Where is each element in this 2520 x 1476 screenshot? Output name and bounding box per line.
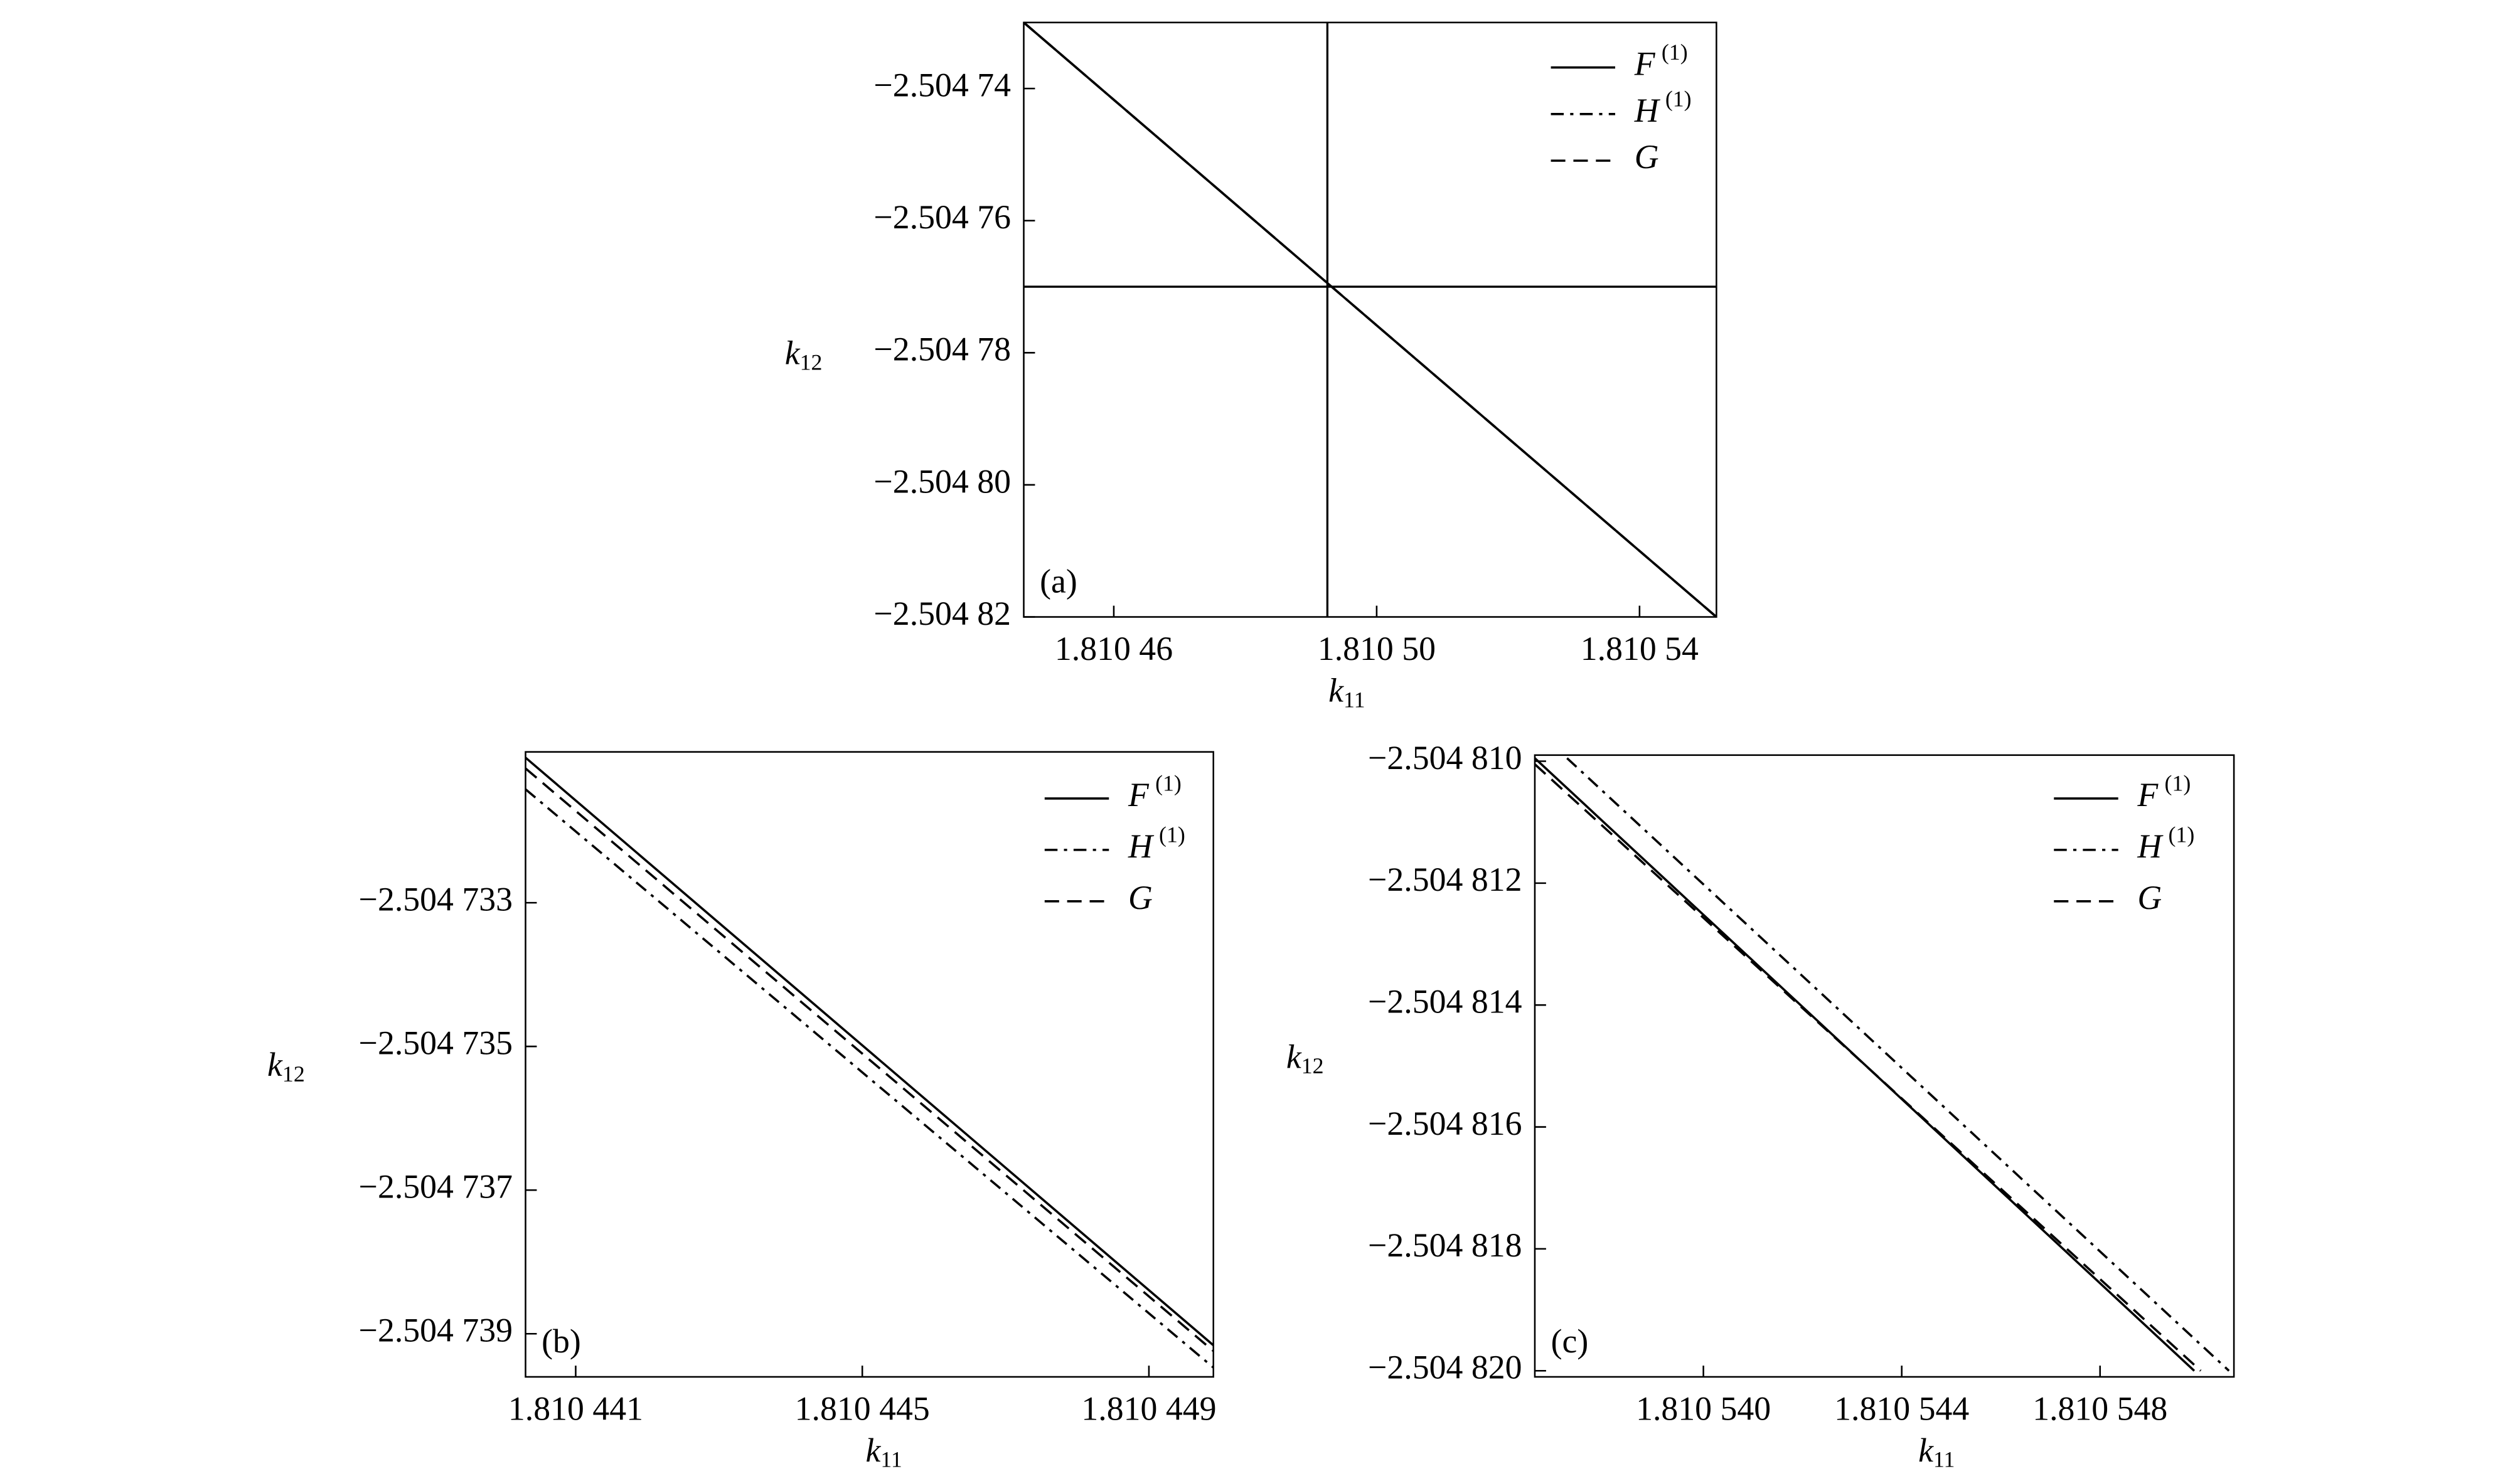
y-tick-label: −2.504 737: [359, 1168, 513, 1206]
y-tick-label: −2.504 80: [873, 462, 1011, 500]
y-axis-label: k12: [267, 1046, 305, 1087]
x-axis-label-sub: 11: [880, 1447, 902, 1472]
y-axis-label-base: k: [267, 1046, 283, 1084]
x-axis-label: k11: [865, 1431, 902, 1472]
legend-sup: (1): [1155, 771, 1182, 796]
x-axis-label-base: k: [1918, 1431, 1934, 1469]
y-tick-label: −2.504 818: [1368, 1226, 1522, 1264]
x-axis-label-base: k: [1328, 672, 1344, 709]
series-line: [1023, 21, 1717, 618]
legend-sup: (1): [2169, 822, 2195, 847]
x-tick-label: 1.810 544: [1834, 1390, 1969, 1428]
legend-name: F: [1128, 776, 1150, 814]
x-tick-label: 1.810 540: [1636, 1390, 1771, 1428]
series-line: [1534, 757, 2196, 1372]
legend-label: H (1): [1128, 822, 1185, 866]
legend-name: H: [1128, 827, 1155, 865]
legend-sup: (1): [1665, 87, 1692, 112]
legend-name: F: [2137, 776, 2159, 814]
x-tick-label: 1.810 46: [1055, 630, 1173, 667]
legend-sup: (1): [2165, 771, 2191, 796]
x-tick-label: 1.810 548: [2032, 1390, 2167, 1428]
legend-name: G: [1128, 879, 1153, 916]
y-tick-label: −2.504 810: [1368, 739, 1522, 777]
x-axis-label-sub: 11: [1343, 687, 1365, 712]
y-axis-label-base: k: [1286, 1038, 1302, 1076]
legend-label: F (1): [1128, 771, 1182, 814]
x-tick-label: 1.810 50: [1318, 630, 1436, 667]
y-tick-label: −2.504 78: [873, 331, 1011, 368]
x-axis-label: k11: [1918, 1431, 1955, 1472]
y-tick-label: −2.504 735: [359, 1024, 513, 1062]
y-axis-label-base: k: [785, 334, 801, 372]
legend-name: G: [1635, 138, 1659, 176]
y-tick-label: −2.504 82: [873, 595, 1011, 632]
legend-label: G: [2137, 879, 2162, 916]
panel-label: (b): [542, 1322, 581, 1360]
legend-label: H (1): [2137, 822, 2194, 866]
y-axis-label: k12: [785, 334, 823, 375]
legend-label: F (1): [1634, 40, 1688, 83]
legend-name: F: [1634, 45, 1656, 83]
series-line: [525, 767, 1214, 1352]
x-axis-label-sub: 11: [1933, 1447, 1955, 1472]
plot-frame: [525, 751, 1215, 1378]
y-tick-label: −2.504 812: [1368, 861, 1522, 898]
legend-sup: (1): [1662, 40, 1688, 65]
x-axis-label: k11: [1328, 672, 1365, 713]
x-tick-label: 1.810 445: [795, 1390, 930, 1428]
series-line: [1023, 21, 1717, 618]
plot-frame: [1023, 21, 1717, 618]
panel-label: (c): [1551, 1322, 1589, 1360]
y-tick-label: −2.504 816: [1368, 1105, 1522, 1142]
series-line: [525, 788, 1214, 1369]
legend-label: H (1): [1634, 87, 1692, 130]
y-tick-label: −2.504 74: [873, 66, 1011, 104]
y-tick-label: −2.504 76: [873, 198, 1011, 236]
panel-label: (a): [1040, 563, 1077, 600]
y-tick-label: −2.504 820: [1368, 1349, 1522, 1386]
y-axis-label-sub: 12: [1301, 1053, 1324, 1078]
y-axis-label-sub: 12: [800, 350, 823, 375]
legend-name: H: [2137, 827, 2164, 865]
legend-label: F (1): [2137, 771, 2191, 814]
plot-frame: [1534, 754, 2235, 1378]
x-tick-label: 1.810 441: [508, 1390, 643, 1428]
x-axis-label-base: k: [865, 1431, 881, 1469]
x-tick-label: 1.810 449: [1081, 1390, 1216, 1428]
y-tick-label: −2.504 739: [359, 1312, 513, 1349]
y-tick-label: −2.504 733: [359, 880, 513, 918]
series-line: [1534, 763, 2202, 1372]
series-line: [525, 757, 1214, 1346]
y-axis-label-sub: 12: [282, 1061, 305, 1086]
series-line: [1566, 757, 2230, 1372]
legend-sup: (1): [1159, 822, 1185, 847]
legend-label: G: [1128, 879, 1153, 916]
legend-name: H: [1634, 92, 1661, 129]
x-tick-label: 1.810 54: [1581, 630, 1699, 667]
legend-name: G: [2137, 879, 2162, 916]
y-axis-label: k12: [1286, 1038, 1324, 1079]
legend-label: G: [1635, 138, 1659, 176]
y-tick-label: −2.504 814: [1368, 983, 1522, 1021]
